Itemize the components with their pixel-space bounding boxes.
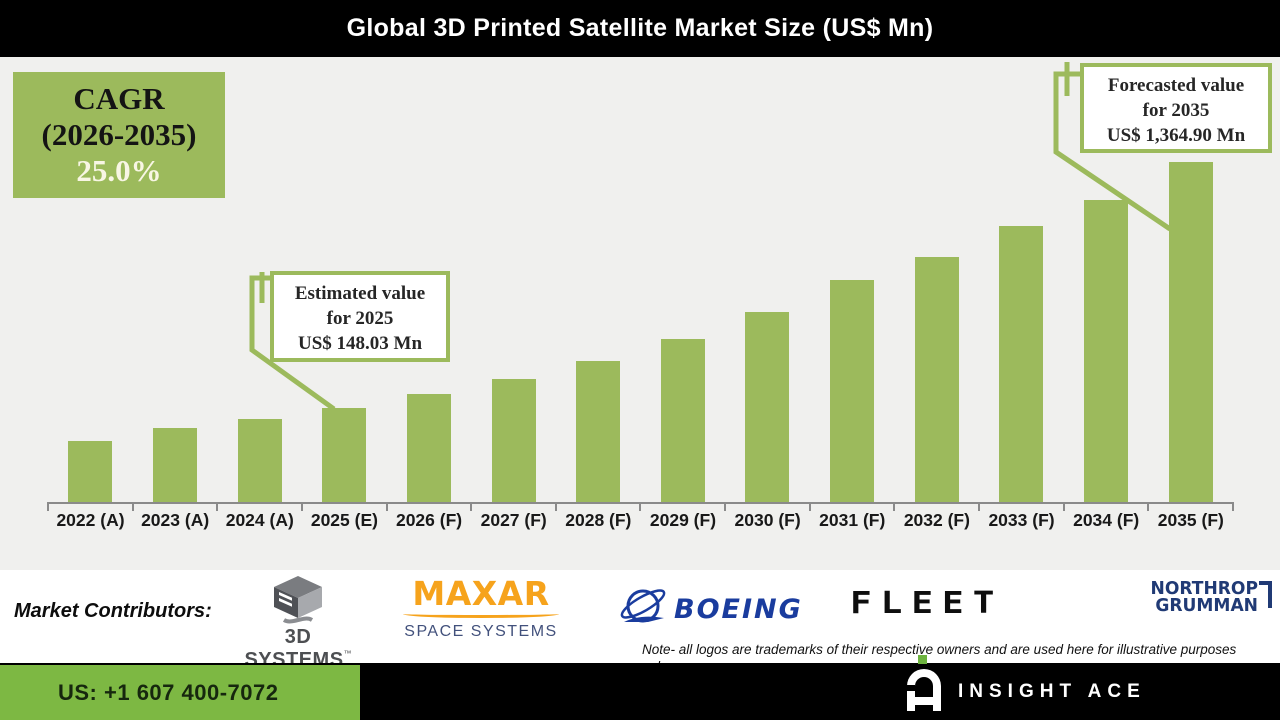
trademark-symbol: ™ xyxy=(343,649,352,658)
axis-tick xyxy=(1231,502,1234,511)
forecasted-callout-line2: for 2035 xyxy=(1142,100,1210,121)
bar-2028-f xyxy=(576,361,621,502)
footer-bar: US: +1 607 400-7072 INSIGHT ACE ANALYTIC xyxy=(0,655,1280,720)
northrop-bracket-icon xyxy=(1259,581,1272,608)
x-axis-label: 2028 (F) xyxy=(565,510,632,530)
logo-a-notch-icon xyxy=(907,685,915,691)
x-axis-label: 2026 (F) xyxy=(395,510,463,530)
estimated-value-callout: Estimated value for 2025 US$ 148.03 Mn xyxy=(270,271,450,362)
axis-tick xyxy=(1062,502,1065,511)
axis-tick xyxy=(893,502,896,511)
logo-fleet: FLEET xyxy=(850,586,1004,621)
boeing-wordmark: BOEING xyxy=(674,593,803,625)
chart-title: Global 3D Printed Satellite Market Size … xyxy=(346,14,934,42)
contributors-strip: Market Contributors: 3D SYSTEMS™ MAXAR S… xyxy=(0,570,1280,663)
axis-tick xyxy=(1147,502,1150,511)
forecasted-value-callout: Forecasted value for 2035 US$ 1,364.90 M… xyxy=(1080,63,1272,153)
chart-area: CAGR (2026-2035) 25.0% 2022 (A) 2023 (A) 2… xyxy=(0,57,1280,570)
northrop-line2: GRUMMAN xyxy=(1155,595,1258,616)
x-axis-label: 2030 (F) xyxy=(734,510,801,530)
northrop-line1: NORTHROP xyxy=(1150,578,1258,599)
logo-maxar: MAXAR SPACE SYSTEMS xyxy=(398,574,564,641)
x-axis-label: 2024 (A) xyxy=(225,510,294,530)
x-axis-label: 2032 (F) xyxy=(903,510,970,530)
x-axis-label: 2035 (F) xyxy=(1157,510,1224,530)
contributors-label: Market Contributors: xyxy=(14,600,212,622)
maxar-wordmark: MAXAR xyxy=(412,574,550,613)
bar-2022-a xyxy=(68,441,113,502)
axis-tick xyxy=(470,502,473,511)
axis-tick xyxy=(978,502,981,511)
axis-tick xyxy=(300,502,303,511)
cagr-period: (2026-2035) xyxy=(41,117,197,152)
logo-a-crossbar-icon xyxy=(915,697,933,705)
x-axis-label: 2034 (F) xyxy=(1073,510,1140,530)
trademark-note: Note- all logos are trademarks of their … xyxy=(642,641,1278,663)
insight-ace-logo-icon xyxy=(905,655,951,720)
logo-boeing: BOEING xyxy=(618,578,803,634)
forecasted-callout-value: US$ 1,364.90 Mn xyxy=(1106,125,1246,146)
cagr-value: 25.0% xyxy=(76,153,162,188)
axis-tick xyxy=(385,502,388,511)
x-axis-label: 2022 (A) xyxy=(56,510,125,530)
axis-tick xyxy=(216,502,219,511)
bar-2034-f xyxy=(1084,200,1128,502)
x-axis-label: 2031 (F) xyxy=(819,510,886,530)
phone-block: US: +1 607 400-7072 xyxy=(0,665,360,720)
maxar-swoosh-icon xyxy=(403,610,559,618)
bar-2035-f xyxy=(1168,162,1213,502)
x-axis-label: 2033 (F) xyxy=(988,510,1055,530)
axis-tick xyxy=(639,502,642,511)
logo-3d-systems: 3D SYSTEMS™ xyxy=(233,574,363,663)
bar-2023-a xyxy=(152,428,197,502)
3d-systems-wordmark: 3D SYSTEMS xyxy=(244,626,344,663)
callout-connector-lines xyxy=(249,62,1172,412)
title-bar: Global 3D Printed Satellite Market Size … xyxy=(0,0,1280,57)
bar-2029-f xyxy=(660,339,705,502)
axis-tick xyxy=(554,502,557,511)
bar-2030-f xyxy=(745,312,790,502)
cagr-badge: CAGR (2026-2035) 25.0% xyxy=(13,72,225,198)
x-axis-label: 2023 (A) xyxy=(141,510,210,530)
cagr-label: CAGR xyxy=(73,81,165,116)
bar-2032-f xyxy=(914,257,959,502)
bar-2024-a xyxy=(237,419,282,502)
estimated-callout-value: US$ 148.03 Mn xyxy=(297,333,423,354)
forecasted-callout-line1: Forecasted value xyxy=(1107,75,1245,96)
estimated-callout-line2: for 2025 xyxy=(326,308,394,329)
estimated-callout-line1: Estimated value xyxy=(294,283,426,304)
bar-2025-e xyxy=(322,408,367,502)
x-axis-label: 2025 (E) xyxy=(310,510,378,530)
bar-2033-f xyxy=(999,226,1044,502)
3d-systems-cube-icon xyxy=(274,576,322,624)
bar-2026-f xyxy=(406,394,451,502)
x-axis-label: 2027 (F) xyxy=(480,510,547,530)
axis-tick xyxy=(47,502,49,511)
phone-number: US: +1 607 400-7072 xyxy=(58,680,279,705)
axis-tick xyxy=(131,502,134,511)
bar-2031-f xyxy=(830,280,875,502)
brand-name: INSIGHT ACE ANALYTIC xyxy=(958,681,1146,702)
bar-2027-f xyxy=(491,379,536,502)
trademark-note-line2: only xyxy=(642,658,1278,663)
trademark-note-line1: Note- all logos are trademarks of their … xyxy=(642,642,1237,657)
x-axis-label: 2029 (F) xyxy=(649,510,717,530)
logo-green-square-icon xyxy=(918,655,927,664)
axis-tick xyxy=(808,502,811,511)
maxar-subtext: SPACE SYSTEMS xyxy=(404,623,558,640)
axis-tick xyxy=(724,502,727,511)
logo-northrop-grumman: NORTHROP GRUMMAN xyxy=(1118,578,1272,616)
boeing-globe-icon xyxy=(620,589,666,623)
